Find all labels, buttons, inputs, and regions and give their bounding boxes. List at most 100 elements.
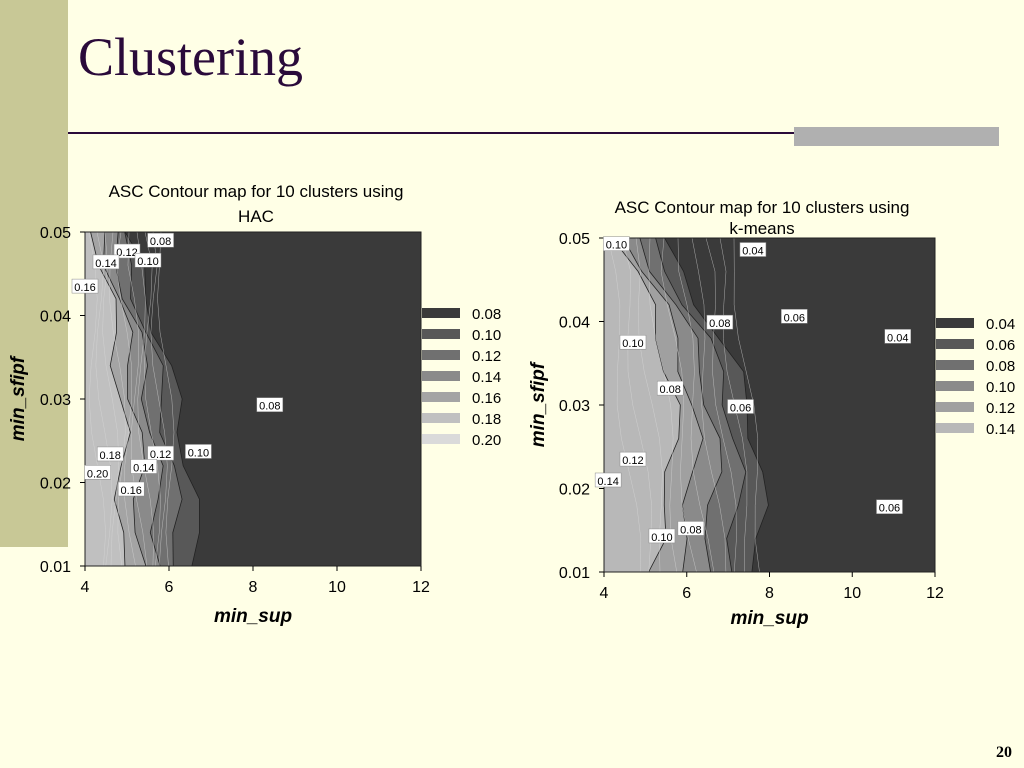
- legend-swatch: [936, 318, 974, 328]
- title-rule: [68, 132, 998, 134]
- iso-line: [648, 237, 678, 573]
- contour-label-text: 0.08: [259, 401, 280, 413]
- x-tick-label: 4: [81, 579, 90, 596]
- contour-label: 0.14: [130, 459, 158, 474]
- iso-line: [150, 231, 168, 567]
- legend-label: 0.20: [472, 432, 501, 449]
- legend-label: 0.18: [472, 411, 501, 428]
- iso-line: [691, 237, 727, 573]
- legend-label: 0.16: [472, 390, 501, 407]
- x-tick-label: 4: [600, 585, 609, 602]
- contour-label-text: 0.06: [730, 403, 751, 415]
- contour-label-text: 0.12: [116, 247, 137, 259]
- contour-label-text: 0.10: [651, 532, 672, 544]
- chart-title-line: HAC: [238, 207, 274, 226]
- y-tick-label: 0.04: [40, 309, 71, 326]
- iso-line: [136, 231, 155, 567]
- page-number: 20: [996, 744, 1012, 761]
- iso-line: [144, 231, 161, 567]
- contour-label-text: 0.14: [597, 476, 618, 488]
- x-axis-label: min_sup: [214, 606, 292, 627]
- legend-swatch: [422, 392, 460, 402]
- contour-label-text: 0.14: [95, 258, 116, 270]
- y-axis-label: min_sfipf: [8, 355, 29, 441]
- iso-line: [157, 231, 175, 567]
- contour-label-text: 0.12: [622, 455, 643, 467]
- iso-line: [635, 237, 663, 573]
- contour-label-text: 0.08: [150, 236, 171, 248]
- iso-line: [127, 231, 148, 567]
- iso-line: [95, 231, 113, 567]
- contour-label: 0.06: [781, 309, 808, 324]
- contour-label-text: 0.16: [120, 485, 141, 497]
- contour-label: 0.10: [185, 444, 212, 459]
- legend-label: 0.12: [472, 348, 501, 365]
- x-axis-label: min_sup: [730, 608, 808, 629]
- x-tick-label: 12: [926, 585, 944, 602]
- contour-label: 0.10: [648, 528, 676, 544]
- contour-label-text: 0.10: [188, 447, 209, 459]
- contour-label-text: 0.08: [709, 318, 730, 330]
- chart-title-line: k-means: [729, 219, 794, 238]
- contour-label: 0.20: [84, 465, 111, 480]
- contour-label: 0.08: [256, 397, 284, 413]
- iso-line: [705, 237, 737, 573]
- contour-label-text: 0.10: [137, 256, 158, 268]
- legend-label: 0.14: [472, 369, 501, 386]
- x-tick-label: 10: [328, 579, 346, 596]
- contour-label-text: 0.04: [742, 246, 763, 258]
- legend-label: 0.06: [986, 337, 1015, 354]
- y-tick-label: 0.04: [559, 315, 590, 332]
- slide-title: Clustering: [78, 27, 303, 87]
- iso-line: [733, 237, 760, 573]
- contour-label: 0.06: [727, 399, 754, 415]
- iso-line: [116, 231, 136, 567]
- contour-label-text: 0.10: [622, 338, 643, 350]
- y-axis-label: min_sfipf: [528, 361, 549, 447]
- contour-label: 0.10: [134, 252, 162, 268]
- contour-label-text: 0.10: [606, 240, 627, 252]
- contour-label: 0.08: [706, 314, 734, 330]
- x-tick-label: 12: [412, 579, 430, 596]
- contour-band: [603, 237, 681, 573]
- contour-label-text: 0.20: [87, 468, 108, 480]
- contour-label: 0.04: [739, 242, 767, 258]
- contour-label-text: 0.06: [784, 312, 805, 324]
- contour-label: 0.08: [677, 521, 705, 536]
- iso-line: [660, 237, 697, 573]
- iso-line: [109, 231, 126, 567]
- legend-label: 0.08: [986, 358, 1015, 375]
- y-tick-label: 0.01: [40, 559, 71, 576]
- y-tick-label: 0.02: [559, 482, 590, 499]
- y-tick-label: 0.01: [559, 565, 590, 582]
- contour-label: 0.12: [147, 445, 174, 461]
- legend-swatch: [936, 360, 974, 370]
- contour-label: 0.06: [876, 499, 903, 515]
- hac-contour-chart: ASC Contour map for 10 clusters using HAC…: [8, 182, 501, 627]
- legend-swatch: [936, 339, 974, 349]
- contour-label-text: 0.08: [680, 524, 701, 536]
- contour-label-text: 0.04: [887, 332, 908, 344]
- contour-label-text: 0.18: [99, 450, 120, 462]
- chart-title-line: ASC Contour map for 10 clusters using: [109, 182, 404, 201]
- contour-label-text: 0.08: [659, 384, 680, 396]
- contour-label: 0.04: [884, 329, 912, 344]
- chart-title-line: ASC Contour map for 10 clusters using: [615, 198, 910, 217]
- legend-swatch: [936, 402, 974, 412]
- y-tick-label: 0.05: [559, 231, 590, 248]
- y-tick-label: 0.05: [40, 225, 71, 242]
- legend-label: 0.04: [986, 316, 1015, 333]
- y-tick-label: 0.02: [40, 476, 71, 493]
- x-tick-label: 8: [765, 585, 774, 602]
- legend-swatch: [936, 423, 974, 433]
- contour-label: 0.10: [603, 236, 630, 252]
- contour-label: 0.12: [113, 243, 141, 259]
- contour-label: 0.18: [96, 446, 124, 462]
- contour-label: 0.10: [619, 334, 647, 350]
- x-tick-label: 10: [843, 585, 861, 602]
- side-bar: [0, 0, 68, 547]
- title-rule-block: [794, 127, 999, 146]
- contour-label-text: 0.16: [74, 282, 95, 294]
- x-tick-label: 6: [682, 585, 691, 602]
- x-tick-label: 6: [165, 579, 174, 596]
